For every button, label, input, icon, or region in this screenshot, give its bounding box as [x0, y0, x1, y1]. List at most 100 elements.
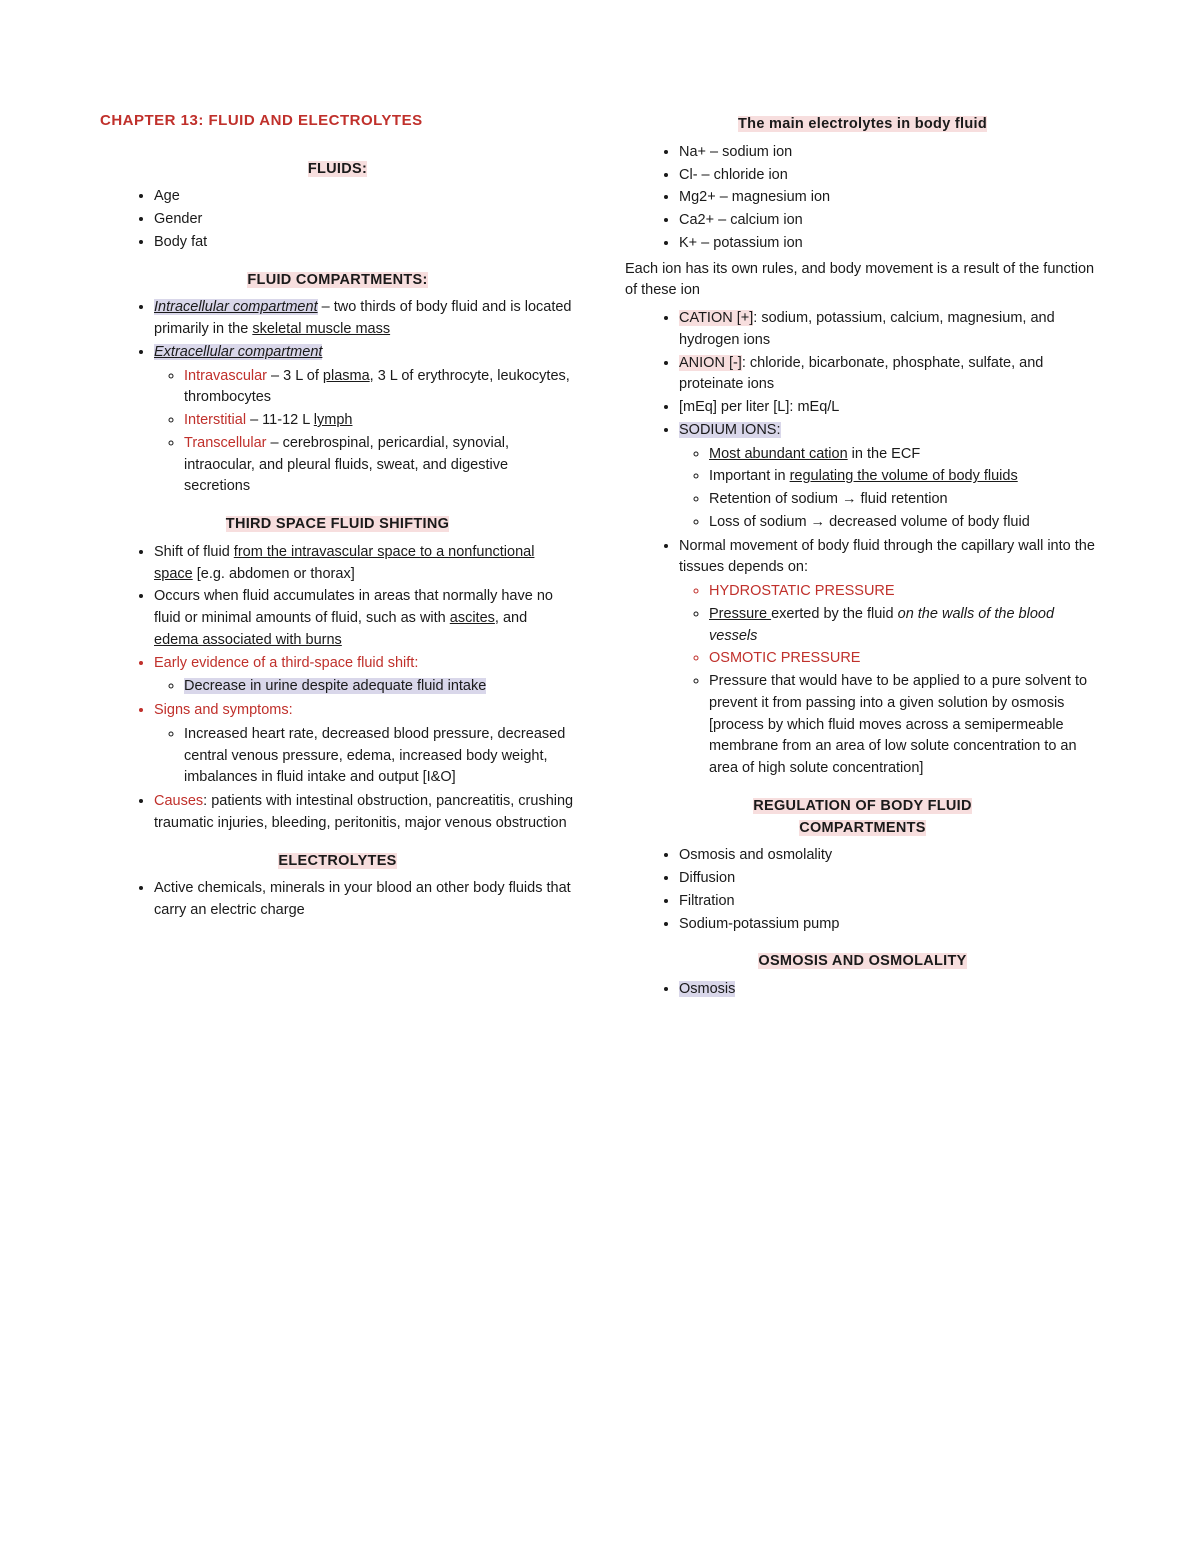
list-item: Shift of fluid from the intravascular sp… [154, 542, 575, 586]
right-column: The main electrolytes in body fluid Na+ … [625, 110, 1100, 1017]
chapter-title: CHAPTER 13: FLUID AND ELECTROLYTES [100, 110, 575, 133]
list-item: Loss of sodium → decreased volume of bod… [709, 512, 1100, 534]
osmosis-section: OSMOSIS AND OSMOLALITY Osmosis [625, 951, 1100, 1001]
body-text: – 11-12 L [246, 412, 314, 428]
electrolytes-section: ELECTROLYTES Active chemicals, minerals … [100, 851, 575, 922]
regulation-list: Osmosis and osmolality Diffusion Filtrat… [625, 845, 1100, 935]
list-item: Diffusion [679, 868, 1100, 890]
body-text: Important in [709, 468, 790, 484]
list-item: Active chemicals, minerals in your blood… [154, 878, 575, 922]
intravascular-label: Intravascular [184, 368, 267, 384]
list-item: Most abundant cation in the ECF [709, 444, 1100, 466]
compartments-section: FLUID COMPARTMENTS: Intracellular compar… [100, 270, 575, 499]
underlined-text: Pressure [709, 606, 771, 622]
underlined-text: edema associated with burns [154, 632, 342, 648]
body-text: Shift of fluid [154, 544, 234, 560]
sodium-sublist: Most abundant cation in the ECF Importan… [679, 444, 1100, 534]
list-item: Ca2+ – calcium ion [679, 210, 1100, 232]
early-sublist: Decrease in urine despite adequate fluid… [154, 676, 575, 698]
extracellular-sublist: Intravascular – 3 L of plasma, 3 L of er… [154, 366, 575, 499]
list-item: Pressure that would have to be applied t… [709, 671, 1100, 780]
osmotic-item: OSMOTIC PRESSURE [709, 648, 1100, 670]
list-item: ANION [-]: chloride, bicarbonate, phosph… [679, 353, 1100, 397]
ion-details-list: CATION [+]: sodium, potassium, calcium, … [625, 308, 1100, 780]
underlined-text: skeletal muscle mass [252, 321, 390, 337]
list-item: Decrease in urine despite adequate fluid… [184, 676, 575, 698]
ion-paragraph: Each ion has its own rules, and body mov… [625, 259, 1100, 303]
list-item: [mEq] per liter [L]: mEq/L [679, 397, 1100, 419]
electrolytes-heading: ELECTROLYTES [100, 851, 575, 873]
body-text: Normal movement of body fluid through th… [679, 538, 1095, 576]
transcellular-label: Transcellular [184, 435, 266, 451]
regulation-section: REGULATION OF BODY FLUID COMPARTMENTS Os… [625, 796, 1100, 936]
intracellular-label: Intracellular compartment [154, 299, 318, 315]
electrolytes-list: Active chemicals, minerals in your blood… [100, 878, 575, 922]
list-item: Retention of sodium → fluid retention [709, 489, 1100, 511]
list-item: Increased heart rate, decreased blood pr… [184, 724, 575, 789]
causes-label: Causes [154, 793, 203, 809]
body-text: in the ECF [848, 446, 921, 462]
body-text: – 3 L of [267, 368, 323, 384]
ions-list: Na+ – sodium ion Cl- – chloride ion Mg2+… [625, 142, 1100, 255]
underlined-text: lymph [314, 412, 353, 428]
causes-item: Causes: patients with intestinal obstruc… [154, 791, 575, 835]
list-item: Body fat [154, 232, 575, 254]
main-electrolytes-heading: The main electrolytes in body fluid [625, 114, 1100, 136]
list-item: Intracellular compartment – two thirds o… [154, 297, 575, 341]
underlined-text: Most abundant cation [709, 446, 848, 462]
left-column: CHAPTER 13: FLUID AND ELECTROLYTES FLUID… [100, 110, 575, 1017]
list-item: Filtration [679, 891, 1100, 913]
list-item: SODIUM IONS: Most abundant cation in the… [679, 420, 1100, 534]
underlined-text: ascites [450, 610, 495, 626]
body-text: Early evidence of a third-space fluid sh… [154, 655, 418, 671]
signs-item: Signs and symptoms: Increased heart rate… [154, 700, 575, 789]
fluids-section: FLUIDS: Age Gender Body fat [100, 159, 575, 254]
list-item: Age [154, 186, 575, 208]
list-item: Intravascular – 3 L of plasma, 3 L of er… [184, 366, 575, 410]
list-item: Mg2+ – magnesium ion [679, 187, 1100, 209]
two-column-layout: CHAPTER 13: FLUID AND ELECTROLYTES FLUID… [100, 110, 1100, 1017]
interstitial-label: Interstitial [184, 412, 246, 428]
early-evidence-item: Early evidence of a third-space fluid sh… [154, 653, 575, 699]
compartments-list: Intracellular compartment – two thirds o… [100, 297, 575, 498]
list-item: Gender [154, 209, 575, 231]
fluids-list: Age Gender Body fat [100, 186, 575, 253]
highlighted-text: Osmosis [679, 981, 735, 997]
thirdspace-list: Shift of fluid from the intravascular sp… [100, 542, 575, 835]
fluids-heading: FLUIDS: [100, 159, 575, 181]
osmosis-heading: OSMOSIS AND OSMOLALITY [625, 951, 1100, 973]
sodium-label: SODIUM IONS: [679, 422, 781, 438]
list-item: K+ – potassium ion [679, 233, 1100, 255]
list-item: Transcellular – cerebrospinal, pericardi… [184, 433, 575, 498]
hydrostatic-item: HYDROSTATIC PRESSURE [709, 581, 1100, 603]
osmosis-list: Osmosis [625, 979, 1100, 1001]
list-item: Cl- – chloride ion [679, 165, 1100, 187]
anion-label: ANION [-] [679, 355, 742, 371]
list-item: Interstitial – 11-12 L lymph [184, 410, 575, 432]
pressure-sublist: HYDROSTATIC PRESSURE Pressure exerted by… [679, 581, 1100, 780]
underlined-text: regulating the volume of body fluids [790, 468, 1018, 484]
compartments-heading: FLUID COMPARTMENTS: [100, 270, 575, 292]
body-text: [e.g. abdomen or thorax] [193, 566, 355, 582]
thirdspace-section: THIRD SPACE FLUID SHIFTING Shift of flui… [100, 514, 575, 835]
list-item: Extracellular compartment Intravascular … [154, 342, 575, 498]
regulation-heading: REGULATION OF BODY FLUID COMPARTMENTS [625, 796, 1100, 840]
body-text: : patients with intestinal obstruction, … [154, 793, 573, 831]
list-item: Pressure exerted by the fluid on the wal… [709, 604, 1100, 648]
body-text: Signs and symptoms: [154, 702, 293, 718]
list-item: Osmosis [679, 979, 1100, 1001]
thirdspace-heading: THIRD SPACE FLUID SHIFTING [100, 514, 575, 536]
list-item: Sodium-potassium pump [679, 914, 1100, 936]
body-text: exerted by the fluid [771, 606, 898, 622]
list-item: Occurs when fluid accumulates in areas t… [154, 586, 575, 651]
list-item: Important in regulating the volume of bo… [709, 466, 1100, 488]
list-item: CATION [+]: sodium, potassium, calcium, … [679, 308, 1100, 352]
body-text: , and [495, 610, 527, 626]
main-electrolytes-section: The main electrolytes in body fluid Na+ … [625, 114, 1100, 780]
highlighted-text: Decrease in urine despite adequate fluid… [184, 678, 486, 694]
list-item: Na+ – sodium ion [679, 142, 1100, 164]
list-item: Osmosis and osmolality [679, 845, 1100, 867]
signs-sublist: Increased heart rate, decreased blood pr… [154, 724, 575, 789]
extracellular-label: Extracellular compartment [154, 344, 322, 360]
cation-label: CATION [+] [679, 310, 753, 326]
